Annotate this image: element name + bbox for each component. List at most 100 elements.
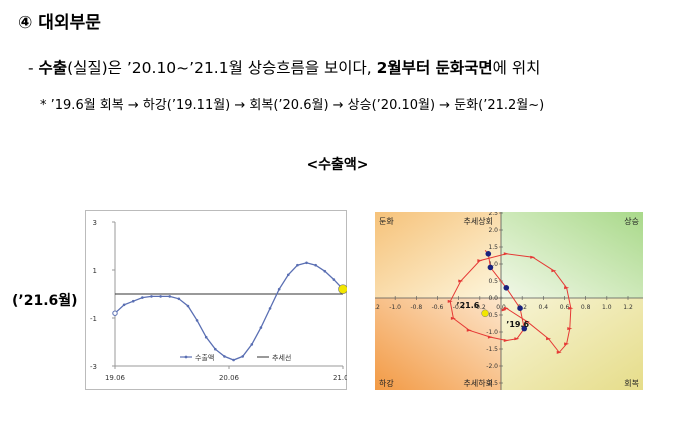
spiral-y-tick-label: -0.5 <box>486 312 498 319</box>
spiral-x-tick-label: -1.0 <box>389 304 401 311</box>
spiral-y-tick-label: 1.5 <box>488 244 498 251</box>
spiral-arrow-marker <box>458 279 464 283</box>
spiral-arrow-marker <box>450 316 456 320</box>
spiral-y-tick-label: 0.5 <box>488 278 498 285</box>
spiral-y-tick-label: 1.0 <box>488 261 498 268</box>
spiral-y-tick-label: 2.5 <box>488 212 498 217</box>
spiral-x-tick-label: -0.8 <box>410 304 422 311</box>
quadrant-falling-bg <box>375 298 501 390</box>
spiral-y-tick-label: 0.0 <box>488 295 498 302</box>
spiral-arrow-marker <box>546 337 552 341</box>
export-point <box>159 295 162 298</box>
cycle-y-tick-label: 1 <box>93 267 97 275</box>
export-point <box>232 358 235 362</box>
spiral-point-latest <box>481 309 489 318</box>
annotation-start: ’19.6 <box>506 320 529 329</box>
cycle-y-tick-label: 3 <box>93 219 97 227</box>
export-point <box>186 304 190 308</box>
export-point <box>131 299 135 303</box>
chart-title: <수출액> <box>306 157 369 173</box>
export-point <box>141 296 144 299</box>
spiral-x-tick-label: 1.0 <box>602 304 612 311</box>
spiral-arrow-marker <box>568 306 574 310</box>
spiral-arrow-marker <box>530 255 536 259</box>
legend-trend-label: 추세선 <box>272 353 291 362</box>
spiral-arrow-marker <box>501 308 507 312</box>
spiral-arrow-marker <box>503 306 509 310</box>
spiral-arrow-marker <box>466 328 472 332</box>
spiral-arrow-marker <box>447 299 453 303</box>
export-point <box>296 263 299 267</box>
spiral-arrow-marker <box>564 286 570 290</box>
spiral-x-tick-label: -0.6 <box>432 304 444 311</box>
export-point <box>286 273 290 277</box>
spiral-arrow-marker <box>514 337 520 341</box>
spiral-arrow-marker <box>503 339 509 342</box>
export-point <box>332 278 336 281</box>
quadrant-label-rising: 상승 <box>624 216 639 226</box>
spiral-point-recent <box>485 251 492 257</box>
section-heading: ④ 대외부문 <box>18 13 101 33</box>
quadrant-slowdown-bg <box>375 212 501 298</box>
summary-bold-export: 수출 <box>38 59 68 77</box>
export-point <box>150 295 153 298</box>
spiral-point-recent <box>521 325 528 332</box>
export-point <box>305 261 308 265</box>
cycle-x-tick-label: 21.06 <box>333 374 347 382</box>
spiral-arrow-marker <box>551 269 557 273</box>
spiral-point-recent <box>517 305 523 311</box>
spiral-x-tick-label: 0.6 <box>560 304 570 311</box>
spiral-arrow-marker <box>487 335 493 339</box>
spiral-x-tick-label: 1.2 <box>623 304 633 311</box>
spiral-point-recent <box>487 264 494 271</box>
export-point <box>268 307 272 310</box>
summary-tail: 에 위치 <box>492 59 541 77</box>
quadrant-label-recovery: 회복 <box>624 379 639 388</box>
spiral-arrow-marker <box>503 252 509 256</box>
cycle-x-tick-label: 20.06 <box>219 374 240 382</box>
export-point <box>214 347 217 351</box>
export-point-latest <box>338 284 347 294</box>
export-point <box>323 269 327 273</box>
spiral-x-tick-label: -0.2 <box>474 304 486 311</box>
spiral-y-tick-label: -2.5 <box>486 380 498 387</box>
quadrant-recovery-bg <box>501 298 643 390</box>
cycle-note: * ’19.6월 회복 → 하강(’19.11월) → 회복(’20.6월) →… <box>40 98 545 113</box>
spiral-y-tick-label: -2.0 <box>486 363 498 370</box>
summary-bold-slowdown: 2월부터 둔화국면 <box>376 59 493 77</box>
spiral-x-tick-label: 0.4 <box>539 304 549 311</box>
export-point <box>250 343 254 346</box>
spiral-point-recent <box>503 285 510 291</box>
export-cycle-line <box>114 262 344 361</box>
spiral-x-tick-label: 0.0 <box>496 304 506 311</box>
spiral-x-tick-label: -0.4 <box>453 304 465 311</box>
export-point <box>168 295 172 298</box>
cycle-y-tick-label: -3 <box>90 363 97 371</box>
spiral-x-tick-label: -1.2 <box>375 304 380 311</box>
export-point <box>223 355 226 358</box>
legend-export-label: 수출액 <box>195 353 214 362</box>
side-label: (’21.6월) <box>12 293 78 309</box>
quadrant-spiral-chart: -1.2-1.0-0.8-0.6-0.4-0.20.00.20.40.60.81… <box>375 212 643 390</box>
spiral-arrow-marker <box>567 327 573 331</box>
spiral-y-tick-label: -1.5 <box>486 346 498 353</box>
spiral-arrow-marker <box>556 350 562 354</box>
export-point <box>204 335 208 339</box>
summary-dash: - <box>28 59 39 77</box>
spiral-arrow-marker <box>564 342 570 346</box>
export-point-start <box>112 310 118 316</box>
export-point <box>195 319 199 322</box>
summary-text: (실질)은 ’20.10~’21.1월 상승흐름을 보이다, <box>67 59 377 77</box>
quadrant-label-falling: 하강 <box>379 378 394 388</box>
export-point <box>314 263 317 267</box>
quadrant-label-slowdown: 둔화 <box>379 217 394 226</box>
export-point <box>259 326 263 329</box>
axis-label-above-trend: 추세상회 <box>464 216 493 226</box>
cycle-y-tick-label: -1 <box>90 315 97 323</box>
export-point <box>241 355 244 358</box>
export-point <box>277 287 281 291</box>
spiral-y-tick-label: -1.0 <box>486 329 498 336</box>
annotation-latest: ’21.6 <box>457 301 480 310</box>
cycle-chart-frame <box>85 210 347 390</box>
export-spiral-path <box>449 250 572 354</box>
